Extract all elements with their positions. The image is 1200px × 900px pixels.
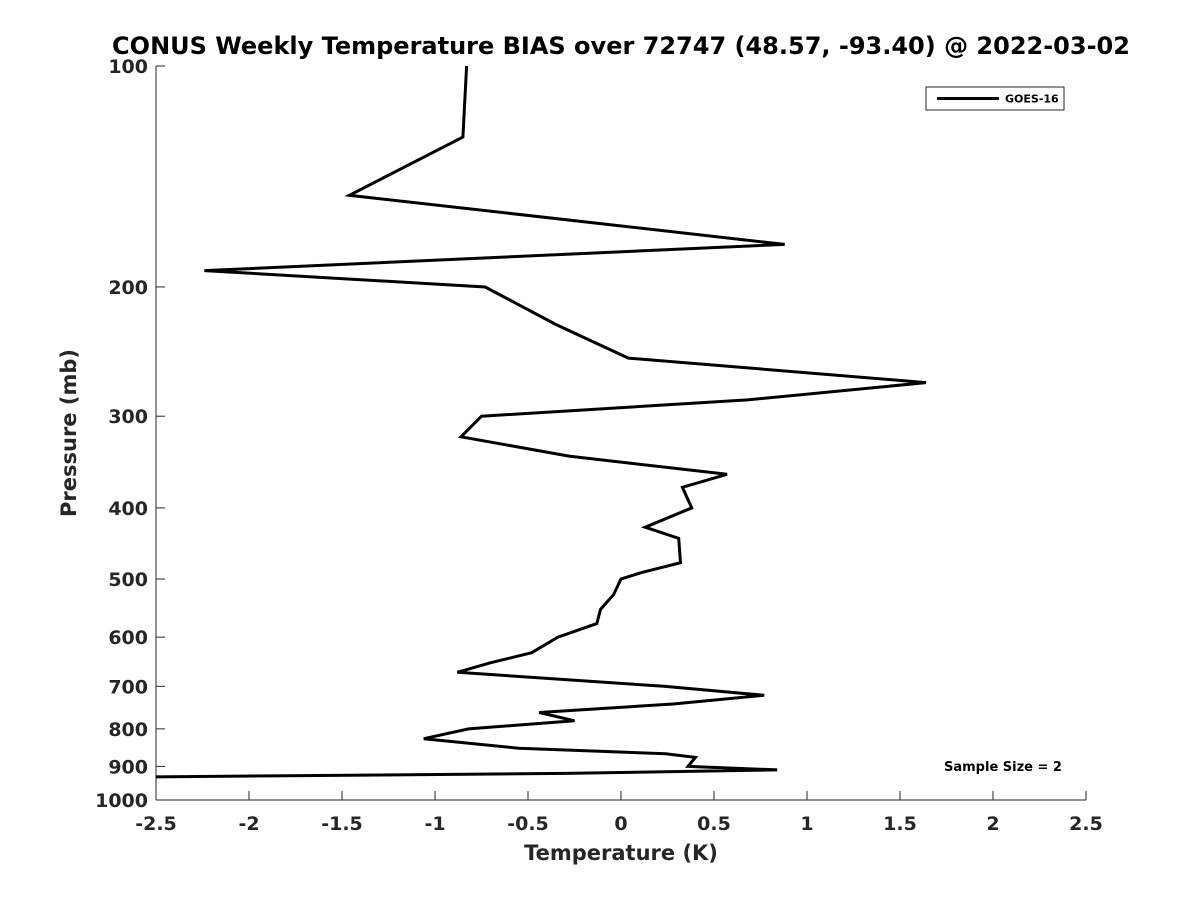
x-tick-label: 1.5 [883,813,917,835]
y-tick-label: 800 [108,719,148,741]
x-tick-label: 0 [614,813,627,835]
x-tick-label: 2 [986,813,999,835]
y-tick-label: 900 [108,756,148,778]
y-tick-label: 100 [108,56,148,78]
x-axis-title: Temperature (K) [524,841,718,865]
y-axis-title: Pressure (mb) [57,349,81,517]
y-tick-label: 400 [108,498,148,520]
x-tick-label: -1.5 [321,813,363,835]
y-tick-label: 300 [108,406,148,428]
x-tick-label: 2.5 [1069,813,1103,835]
x-tick-label: -2 [238,813,259,835]
x-ticks: -2.5 -2 -1.5 -1 -0.5 0 0.5 1 1.5 2 2.5 [135,791,1103,835]
y-tick-label: 1000 [95,790,148,812]
y-tick-label: 200 [108,277,148,299]
legend-label: GOES-16 [1005,93,1059,106]
y-tick-label: 700 [108,676,148,698]
series-layer [155,65,927,779]
legend: GOES-16 [925,86,1065,111]
series-line-goes-16 [155,65,927,779]
y-ticks: 100 200 300 400 500 600 700 800 900 1000 [95,56,165,812]
y-tick-label: 600 [108,627,148,649]
x-tick-label: -0.5 [507,813,549,835]
chart-title: CONUS Weekly Temperature BIAS over 72747… [112,32,1130,60]
axes [155,66,1086,801]
y-tick-label: 500 [108,569,148,591]
x-tick-label: 1 [800,813,813,835]
x-tick-label: 0.5 [697,813,731,835]
x-tick-label: -2.5 [135,813,177,835]
x-tick-label: -1 [424,813,445,835]
sample-size-annotation: Sample Size = 2 [944,760,1062,775]
